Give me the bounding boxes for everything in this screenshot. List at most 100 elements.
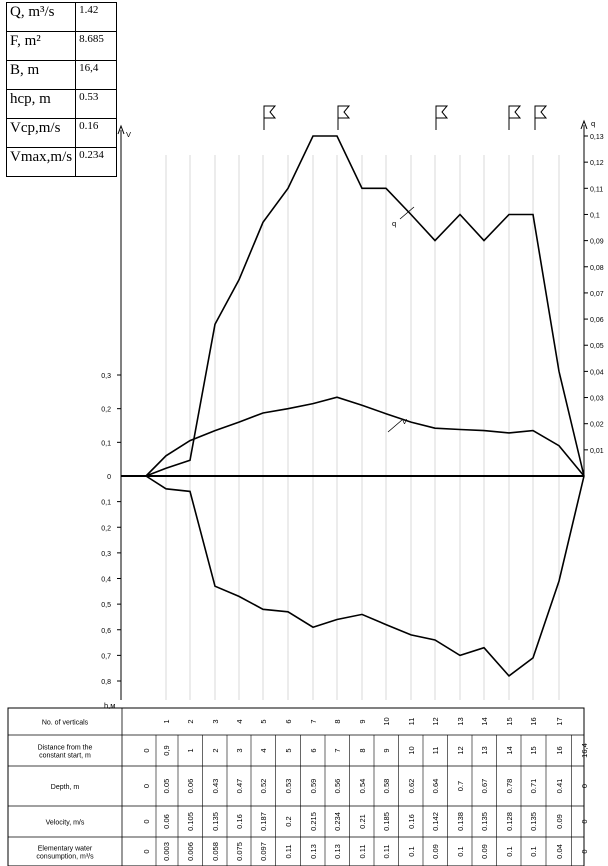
velocity-curve (145, 396, 585, 477)
table-cell-value: 0 (580, 819, 589, 823)
table-cell-value: 0.215 (309, 812, 318, 831)
discharge-tick-label: 0,1 (590, 212, 600, 219)
discharge-tick-label: 0,08 (590, 265, 604, 272)
right-axis-label: q (591, 119, 595, 128)
table-cell-value: 0.06 (162, 814, 171, 829)
table-cell-value: 0.09 (480, 844, 489, 859)
table-cell-value: 0 (580, 849, 589, 853)
table-cell-value: 5 (259, 719, 268, 723)
parameter-value: 16,4 (75, 60, 118, 90)
table-cell-value: 14 (505, 746, 514, 754)
table-row-label: Depth, m (51, 784, 80, 791)
discharge-tick-label: 0,09 (590, 239, 604, 246)
q-curve-label: q (392, 219, 396, 228)
table-cell-value: 0.71 (529, 779, 538, 794)
table-cell-value: 0.56 (333, 779, 342, 794)
table-cell-value: 10 (407, 746, 416, 754)
discharge-tick-label: 0,05 (590, 343, 604, 350)
table-cell-value: 0.058 (211, 842, 220, 861)
discharge-tick-label: 0,01 (590, 448, 604, 455)
table-cell-value: 0.097 (259, 842, 268, 861)
discharge-tick-label: 0,11 (590, 186, 603, 193)
left-axis-label-bottom: h,м (104, 701, 115, 710)
table-cell-value: 6 (284, 719, 293, 723)
table-cell-value: 15 (529, 746, 538, 754)
table-cell-value: 17 (555, 717, 564, 725)
flag-icon (435, 105, 449, 130)
table-cell-value: 0.1 (456, 846, 465, 856)
table-row-label: No. of verticals (42, 720, 89, 727)
velocity-tick-label: 0,3 (101, 373, 111, 380)
table-cell-value: 5 (284, 748, 293, 752)
parameter-row: Vcp,m/s 0.16 (5, 118, 118, 148)
table-cell-value: 0.47 (235, 779, 244, 794)
velocity-tick-label: 0,2 (101, 407, 111, 414)
depth-tick-label: 0,1 (101, 500, 111, 507)
discharge-tick-label: 0,04 (590, 369, 604, 376)
depth-tick-label: 0,6 (101, 628, 111, 635)
table-cell-value: 3 (235, 748, 244, 752)
right-axis-arrow (580, 119, 588, 130)
table-cell-value: 0.138 (456, 812, 465, 831)
table-cell-value: 3 (211, 719, 220, 723)
v-curve-label: V (402, 417, 407, 426)
parameter-value: 0.234 (75, 147, 118, 177)
table-cell-value: 0.06 (186, 779, 195, 794)
discharge-tick-label: 0,12 (590, 160, 604, 167)
table-cell-value: 0 (142, 849, 151, 853)
table-cell-value: 1 (186, 748, 195, 752)
depth-tick-label: 0,8 (101, 679, 111, 686)
parameter-label: F, m² (5, 31, 77, 61)
table-cell-value: 12 (431, 717, 440, 725)
table-cell-value: 0.59 (309, 779, 318, 794)
table-cell-value: 0.13 (309, 844, 318, 859)
parameter-label: Vmax,m/s (5, 147, 77, 177)
table-cell-value: 0.1 (407, 846, 416, 856)
table-cell-value: 15 (505, 717, 514, 725)
parameter-value: 0.53 (75, 89, 118, 119)
parameter-row: Q, m³/s 1.42 (5, 2, 118, 32)
table-cell-value: 0.11 (358, 844, 367, 858)
table-cell-value: 0 (142, 784, 151, 788)
table-cell-value: 0.003 (162, 842, 171, 861)
table-cell-value: 0.53 (284, 779, 293, 794)
table-cell-value: 11 (431, 747, 440, 755)
table-cell-value: 7 (333, 748, 342, 752)
table-cell-value: 0 (580, 784, 589, 788)
depth-tick-label: 0,3 (101, 551, 111, 558)
left-axis-label-top: V (126, 130, 131, 139)
table-row-label: Elementary water consumption, m³/s (36, 846, 94, 861)
table-cell-value: 0.52 (259, 779, 268, 794)
table-cell-value: 8 (333, 719, 342, 723)
flag-icon (337, 105, 351, 130)
table-cell-value: 0.2 (284, 816, 293, 826)
table-cell-value: 0.1 (505, 846, 514, 856)
table-cell-value: 0.16 (235, 814, 244, 829)
discharge-tick-label: 0,07 (590, 291, 604, 298)
table-cell-value: 8 (358, 748, 367, 752)
left-axis-arrow (117, 124, 125, 135)
parameter-value: 1.42 (75, 2, 118, 32)
parameter-row: F, m² 8.685 (5, 31, 118, 61)
table-row-label-line: No. of verticals (42, 720, 89, 727)
table-cell-value: 9 (382, 748, 391, 752)
table-cell-value: 0.09 (431, 844, 440, 859)
table-cell-value: 16 (555, 746, 564, 754)
table-border (7, 707, 585, 866)
parameter-label: Vcp,m/s (5, 118, 77, 148)
discharge-tick-label: 0,02 (590, 422, 604, 429)
table-cell-value: 0.64 (431, 779, 440, 794)
discharge-tick-label: 0,06 (590, 317, 604, 324)
table-cell-value: 0.105 (186, 812, 195, 831)
table-cell-value: 16 (529, 717, 538, 725)
depth-tick-label: 0,4 (101, 577, 111, 584)
parameter-row: B, m 16,4 (5, 60, 118, 90)
flag-icon (263, 105, 277, 130)
table-row-label-line: Distance from the (38, 745, 93, 752)
table-cell-value: 4 (259, 748, 268, 752)
table-cell-value: 0.128 (505, 812, 514, 831)
table-cell-value: 0.67 (480, 779, 489, 794)
parameter-label: B, m (5, 60, 77, 90)
parameter-row: hcp, m 0.53 (5, 89, 118, 119)
